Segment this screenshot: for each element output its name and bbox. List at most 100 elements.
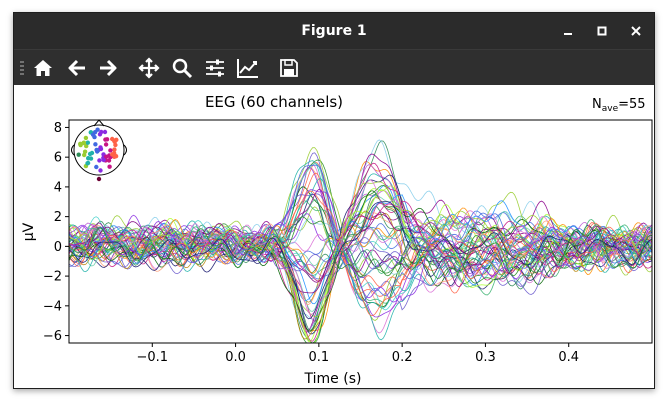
close-icon [631, 26, 641, 36]
customize-button[interactable] [235, 55, 261, 81]
forward-icon [100, 59, 117, 77]
sensor-dot [85, 140, 91, 145]
channel-trace[interactable] [69, 199, 652, 278]
sensor-dot [113, 142, 118, 148]
sensor-dot [96, 176, 102, 182]
sensor-dot [102, 129, 108, 135]
sensor-dot [101, 157, 106, 163]
sensor-dot [78, 142, 83, 147]
y-tick-label: −4 [43, 299, 62, 314]
sensor-dot [114, 137, 119, 142]
sensor-dot [93, 142, 98, 147]
x-tick-label: 0.2 [392, 350, 413, 365]
save-icon [280, 59, 298, 77]
channel-trace[interactable] [69, 233, 652, 275]
channel-trace[interactable] [69, 212, 652, 267]
x-axis: −0.1 0.0 0.1 0.2 0.3 0.4 [136, 343, 579, 365]
head-outline [73, 124, 125, 176]
ear-icon [71, 144, 75, 156]
channel-trace[interactable] [69, 185, 652, 342]
navigation-toolbar [14, 49, 654, 85]
pan-button[interactable] [136, 55, 162, 81]
y-tick-label: 8 [54, 121, 62, 136]
sensor-dot [85, 161, 90, 166]
close-button[interactable] [626, 21, 646, 41]
channel-trace[interactable] [69, 189, 652, 303]
zoom-icon [172, 58, 193, 79]
channel-trace[interactable] [69, 179, 652, 315]
forward-button[interactable] [95, 55, 121, 81]
home-button[interactable] [30, 55, 56, 81]
channel-trace[interactable] [69, 201, 652, 320]
customize-icon [237, 59, 258, 78]
sensor-dot [103, 142, 109, 147]
y-tick-label: −6 [43, 329, 62, 344]
toolbar-grip-icon[interactable] [20, 60, 24, 76]
x-tick-label: 0.4 [558, 350, 579, 365]
sensor-dot [83, 135, 89, 141]
pan-icon [138, 57, 160, 79]
sensor-dot [86, 156, 91, 161]
channel-trace[interactable] [69, 188, 652, 288]
y-tick-label: 4 [54, 180, 62, 195]
sensor-dot [95, 127, 100, 132]
sensor-dot [82, 149, 88, 154]
nave-label: Nave=55 [592, 97, 646, 114]
channel-traces[interactable] [69, 139, 652, 344]
title-bar[interactable]: Figure 1 [14, 13, 654, 49]
subplots-icon [206, 59, 224, 77]
x-tick-label: 0.1 [309, 350, 330, 365]
nose-icon [93, 119, 105, 127]
sensor-dot [110, 136, 115, 142]
sensor-dot [76, 152, 81, 157]
x-tick-label: 0.0 [225, 350, 246, 365]
evoked-plot[interactable]: EEG (60 channels) Nave=55 −0.1 0.0 0.1 0.2 0… [14, 85, 654, 388]
sensor-dot [84, 143, 89, 149]
x-axis-label: Time (s) [304, 371, 362, 387]
plot-title: EEG (60 channels) [205, 93, 343, 111]
y-tick-label: 6 [54, 151, 62, 166]
minimize-icon [564, 33, 572, 35]
channel-location-inset [71, 119, 127, 182]
channel-trace[interactable] [69, 193, 652, 287]
sensor-dot [82, 152, 87, 158]
back-icon [68, 59, 85, 77]
minimize-button[interactable] [558, 21, 578, 41]
maximize-icon [597, 26, 607, 36]
sensor-dot [98, 146, 104, 152]
y-tick-label: 0 [54, 240, 62, 255]
sensor-dot [97, 158, 102, 163]
y-tick-label: 2 [54, 210, 62, 225]
x-tick-label: −0.1 [136, 350, 168, 365]
sensor-dot [95, 149, 100, 154]
sensor-dot [107, 164, 112, 169]
home-icon [34, 60, 52, 76]
axes-frame [68, 119, 653, 344]
figure-canvas[interactable]: EEG (60 channels) Nave=55 −0.1 0.0 0.1 0.2 0… [14, 85, 654, 388]
sensor-dot [81, 140, 87, 145]
channel-trace[interactable] [69, 164, 652, 331]
sensor-dot [104, 137, 110, 142]
subplots-button[interactable] [202, 55, 228, 81]
channel-trace[interactable] [69, 164, 652, 302]
sensor-dot [90, 132, 96, 137]
sensor-dot [94, 164, 99, 170]
sensor-dot [89, 150, 95, 156]
channel-trace[interactable] [69, 216, 652, 279]
sensor-dot [106, 158, 112, 163]
x-tick-label: 0.3 [475, 350, 496, 365]
sensor-dot [98, 168, 103, 173]
save-button[interactable] [276, 55, 302, 81]
sensor-dot [112, 147, 117, 152]
zoom-button[interactable] [169, 55, 195, 81]
sensor-dot [113, 154, 119, 159]
channel-trace[interactable] [69, 193, 652, 331]
maximize-button[interactable] [592, 21, 612, 41]
window-title: Figure 1 [301, 23, 367, 39]
sensor-dot [108, 148, 113, 153]
ear-icon [123, 144, 127, 156]
sensor-dot [97, 132, 103, 137]
figure-window: Figure 1 [13, 12, 655, 389]
y-tick-label: −2 [43, 270, 62, 285]
back-button[interactable] [64, 55, 90, 81]
